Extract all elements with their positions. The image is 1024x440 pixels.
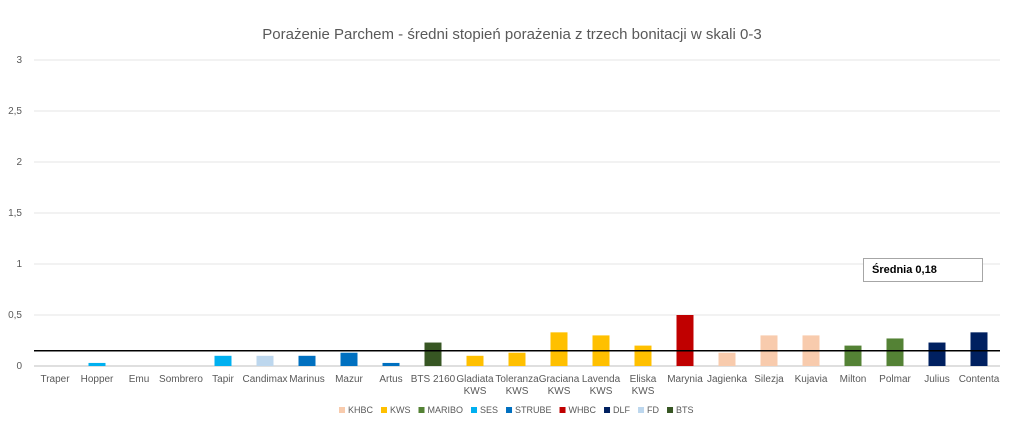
bar [886, 338, 904, 366]
category-label: Sombrero [159, 374, 203, 385]
chart-title: Porażenie Parchem - średni stopień poraż… [262, 26, 762, 43]
bar [970, 332, 988, 366]
category-labels: Traper Hopper Emu Sombrero Tapir Candimax Mari… [40, 374, 999, 397]
legend-label: SES [480, 405, 498, 415]
bar [340, 352, 358, 366]
y-tick-label: 0 [16, 361, 22, 372]
legend-item: KWS [381, 405, 411, 415]
bars [88, 315, 988, 366]
y-tick-label: 2,5 [8, 106, 22, 117]
category-label: Marynia [667, 374, 703, 385]
category-label: Candimax [242, 374, 287, 385]
bar [844, 345, 862, 366]
category-label: Lavenda [582, 374, 621, 385]
legend-swatch [339, 407, 345, 413]
legend-label: DLF [613, 405, 631, 415]
category-label: Tapir [212, 374, 234, 385]
bar [466, 355, 484, 366]
category-label: Julius [924, 374, 950, 385]
legend-item: WHBC [559, 405, 597, 415]
legend-label: STRUBE [515, 405, 552, 415]
legend-label: KHBC [348, 405, 374, 415]
legend: KHBC KWS MARIBO SES STRUBE WHBC DLF FD BTS [339, 405, 694, 415]
category-label: Emu [129, 374, 150, 385]
y-axis-ticks: 0 0,5 1 1,5 2 2,5 3 [8, 55, 22, 372]
bar [214, 355, 232, 366]
average-annotation: Średnia 0,18 [863, 258, 983, 282]
category-label: Hopper [81, 374, 114, 385]
category-label: BTS 2160 [411, 374, 456, 385]
legend-label: BTS [676, 405, 694, 415]
legend-swatch [638, 407, 645, 413]
legend-label: FD [647, 405, 659, 415]
legend-label: KWS [390, 405, 411, 415]
category-label: KWS [506, 386, 529, 397]
category-label: KWS [464, 386, 487, 397]
category-label: KWS [548, 386, 571, 397]
bar [256, 355, 274, 366]
category-label: Eliska [630, 374, 657, 385]
legend-item: MARIBO [418, 405, 464, 415]
bar [88, 362, 106, 366]
legend-label: MARIBO [428, 405, 464, 415]
y-tick-label: 2 [16, 157, 22, 168]
category-label: Traper [40, 374, 70, 385]
legend-item: KHBC [339, 405, 374, 415]
category-label: Gladiata [456, 374, 494, 385]
category-label: KWS [632, 386, 655, 397]
category-label: Artus [379, 374, 402, 385]
legend-item: SES [471, 405, 498, 415]
legend-swatch [471, 407, 478, 413]
legend-swatch [604, 407, 611, 413]
bar [676, 315, 694, 366]
category-label: Contenta [959, 374, 1000, 385]
bar [550, 332, 568, 366]
category-label: Silezja [754, 374, 784, 385]
legend-item: BTS [667, 405, 694, 415]
category-label: Toleranza [495, 374, 539, 385]
y-tick-label: 0,5 [8, 310, 22, 321]
gridlines [34, 59, 1000, 367]
legend-swatch [381, 407, 388, 413]
bar [718, 352, 736, 366]
category-label: Jagienka [707, 374, 747, 385]
bar [928, 342, 946, 366]
y-tick-label: 3 [16, 55, 22, 66]
bar [382, 362, 400, 366]
legend-item: FD [638, 405, 660, 415]
y-tick-label: 1 [16, 259, 22, 270]
y-tick-label: 1,5 [8, 208, 22, 219]
legend-item: DLF [604, 405, 631, 415]
bar [424, 342, 442, 366]
legend-swatch [506, 407, 513, 413]
legend-swatch [667, 407, 674, 413]
category-label: KWS [590, 386, 613, 397]
category-label: Polmar [879, 374, 911, 385]
legend-label: WHBC [569, 405, 597, 415]
legend-swatch [559, 407, 566, 413]
category-label: Kujavia [795, 374, 828, 385]
category-label: Mazur [335, 374, 363, 385]
category-label: Marinus [289, 374, 325, 385]
bar [298, 355, 316, 366]
legend-item: STRUBE [506, 405, 552, 415]
legend-swatch [418, 407, 425, 413]
category-label: Graciana [539, 374, 580, 385]
bar [634, 345, 652, 366]
bar [508, 352, 526, 366]
category-label: Milton [840, 374, 867, 385]
